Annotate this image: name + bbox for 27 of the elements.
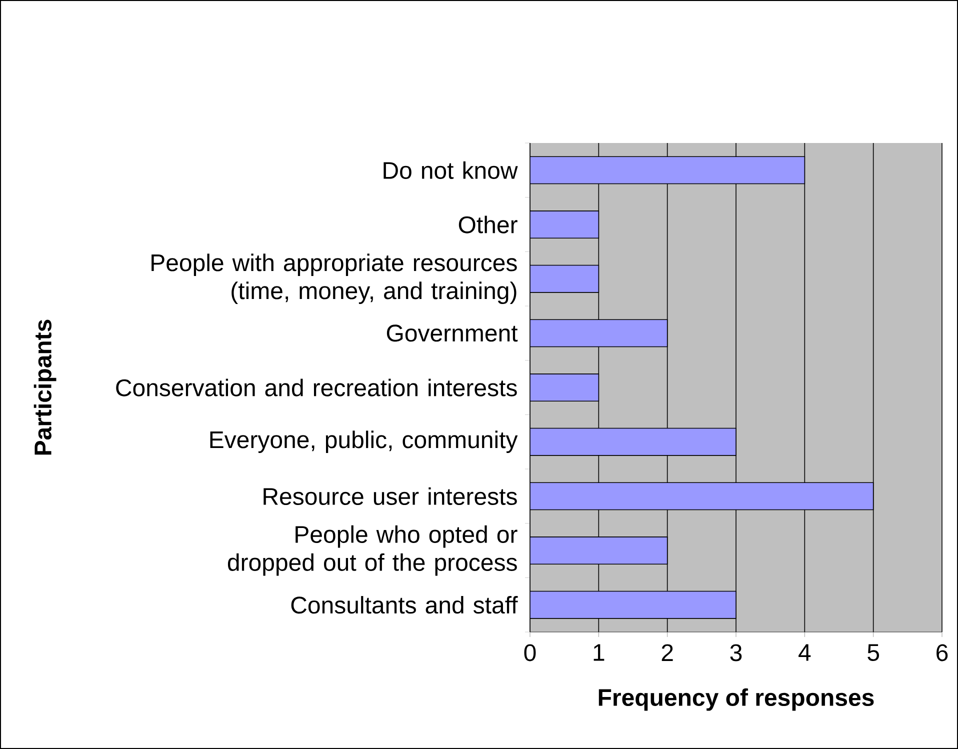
x-tick-label: 5	[868, 644, 880, 661]
y-tick-label: Conservation and recreation interests	[116, 378, 517, 396]
bar	[530, 428, 736, 456]
x-tick-label: 6	[936, 644, 948, 662]
bar	[530, 482, 874, 510]
bar	[530, 374, 600, 402]
x-tick-label: 2	[662, 644, 673, 661]
y-tick-label: Other	[458, 216, 518, 234]
bar	[530, 590, 736, 619]
x-tick-label: 1	[594, 644, 604, 661]
bar	[530, 536, 668, 564]
y-tick-label: Consultants and staff	[291, 596, 518, 614]
x-tick-label: 4	[798, 644, 811, 661]
y-tick-label: People with appropriate resources (time, money, and training)	[152, 254, 517, 304]
y-tick-label: Do not know	[384, 161, 518, 179]
x-tick-label: 3	[730, 644, 742, 662]
bar	[530, 156, 806, 184]
bar	[530, 264, 600, 293]
y-axis-title: Participants	[34, 320, 56, 455]
y-tick-label: Government	[386, 324, 518, 342]
x-tick-label: 0	[524, 644, 536, 662]
y-tick-label: Everyone, public, community	[210, 430, 518, 454]
y-tick-label: Resource user interests	[264, 487, 517, 505]
bar	[530, 319, 668, 348]
y-tick-label: People who opted or dropped out of the process	[228, 525, 518, 576]
x-axis-title: Frequency of responses	[598, 688, 874, 711]
bar	[530, 210, 600, 238]
